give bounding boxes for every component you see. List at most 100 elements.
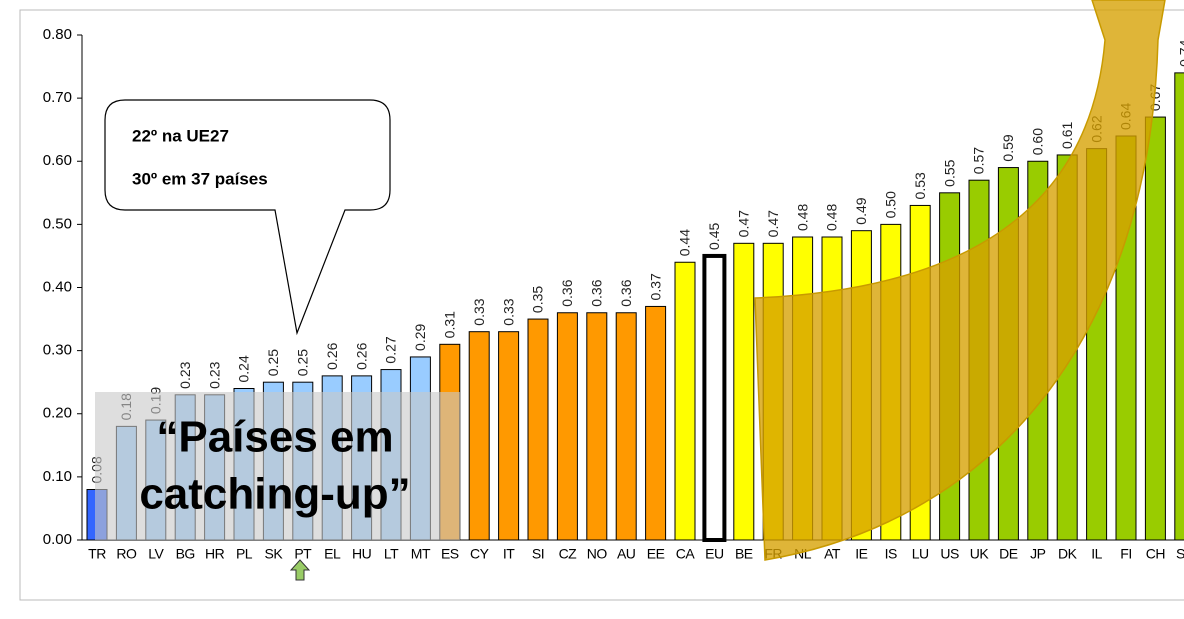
value-label: 0.26 [353,342,369,369]
x-tick-label: CA [676,546,696,562]
bar [615,312,637,541]
x-tick-label: SE [1176,546,1184,562]
y-tick-label: 0.10 [43,468,72,485]
x-tick-label: JP [1030,546,1046,562]
value-label: 0.25 [265,349,281,376]
x-tick-label: IL [1091,546,1102,562]
overlay-box [95,392,460,540]
x-tick-label: PL [236,546,253,562]
x-tick-label: LV [148,546,164,562]
x-tick-label: IS [885,546,897,562]
y-tick-label: 0.20 [43,405,72,422]
value-label: 0.33 [500,298,516,325]
value-label: 0.50 [883,191,899,218]
value-label: 0.45 [706,222,722,249]
value-label: 0.37 [647,273,663,300]
value-label: 0.35 [530,286,546,313]
x-tick-label: US [940,546,959,562]
value-label: 0.29 [412,323,428,350]
pt-arrow [289,559,311,581]
x-tick-label: EL [324,546,341,562]
x-tick-label: TR [88,546,106,562]
value-label: 0.47 [736,210,752,237]
value-label: 0.36 [559,279,575,306]
x-tick-label: NO [587,546,608,562]
bar [645,305,667,541]
x-tick-label: PT [294,546,312,562]
x-tick-label: BG [176,546,195,562]
y-tick-label: 0.00 [43,531,72,548]
x-tick-label: BE [735,546,753,562]
x-tick-label: AT [824,546,841,562]
y-tick-label: 0.30 [43,342,72,359]
y-tick-label: 0.80 [43,26,72,43]
bar [1174,72,1184,541]
bar [1144,116,1166,541]
x-tick-label: CY [470,546,490,562]
x-tick-label: FI [1120,546,1131,562]
value-label: 0.23 [206,361,222,388]
x-tick-label: EU [705,546,724,562]
value-label: 0.26 [324,342,340,369]
x-tick-label: HR [205,546,225,562]
x-tick-label: SI [532,546,544,562]
x-tick-label: EE [647,546,665,562]
x-tick-label: IE [855,546,867,562]
bar [733,242,755,541]
x-tick-label: RO [116,546,137,562]
bar [586,312,608,541]
x-tick-label: LU [912,546,929,562]
x-tick-label: AU [617,546,636,562]
x-tick-label: UK [970,546,990,562]
x-tick-label: HU [352,546,372,562]
x-tick-label: IT [503,546,515,562]
x-tick-label: SK [265,546,284,562]
bar [527,318,549,541]
x-tick-label: DE [999,546,1018,562]
callout-text: 30º em 37 países [132,169,268,188]
value-label: 0.53 [912,172,928,199]
overlay-text: catching-up” [139,470,410,519]
value-label: 0.48 [824,204,840,231]
value-label: 0.47 [765,210,781,237]
y-tick-label: 0.40 [43,278,72,295]
bar [674,261,696,541]
y-tick-label: 0.50 [43,215,72,232]
x-tick-label: DK [1058,546,1078,562]
bar [468,331,490,541]
value-label: 0.31 [442,311,458,338]
y-tick-label: 0.70 [43,89,72,106]
value-label: 0.60 [1030,128,1046,155]
bar [498,331,520,541]
value-label: 0.74 [1177,39,1184,66]
value-label: 0.48 [794,204,810,231]
value-label: 0.36 [618,279,634,306]
value-label: 0.57 [971,147,987,174]
value-label: 0.59 [1000,134,1016,161]
overlay-text: “Países em [156,413,393,462]
bar [702,253,727,542]
callout-text: 22º na UE27 [132,126,229,145]
x-tick-label: CH [1146,546,1165,562]
value-label: 0.44 [677,229,693,256]
callout [104,99,391,336]
y-tick-label: 0.60 [43,152,72,169]
value-label: 0.61 [1059,121,1075,148]
x-tick-label: LT [384,546,399,562]
value-label: 0.49 [853,197,869,224]
value-label: 0.33 [471,298,487,325]
value-label: 0.24 [236,355,252,382]
value-label: 0.36 [589,279,605,306]
value-label: 0.23 [177,361,193,388]
value-label: 0.55 [941,159,957,186]
x-tick-label: MT [411,546,431,562]
value-label: 0.25 [295,349,311,376]
chart-border [19,9,1184,601]
trend-arrow [754,0,1166,561]
x-tick-label: CZ [559,546,578,562]
x-tick-label: ES [441,546,459,562]
value-label: 0.27 [383,336,399,363]
bar [556,312,578,541]
